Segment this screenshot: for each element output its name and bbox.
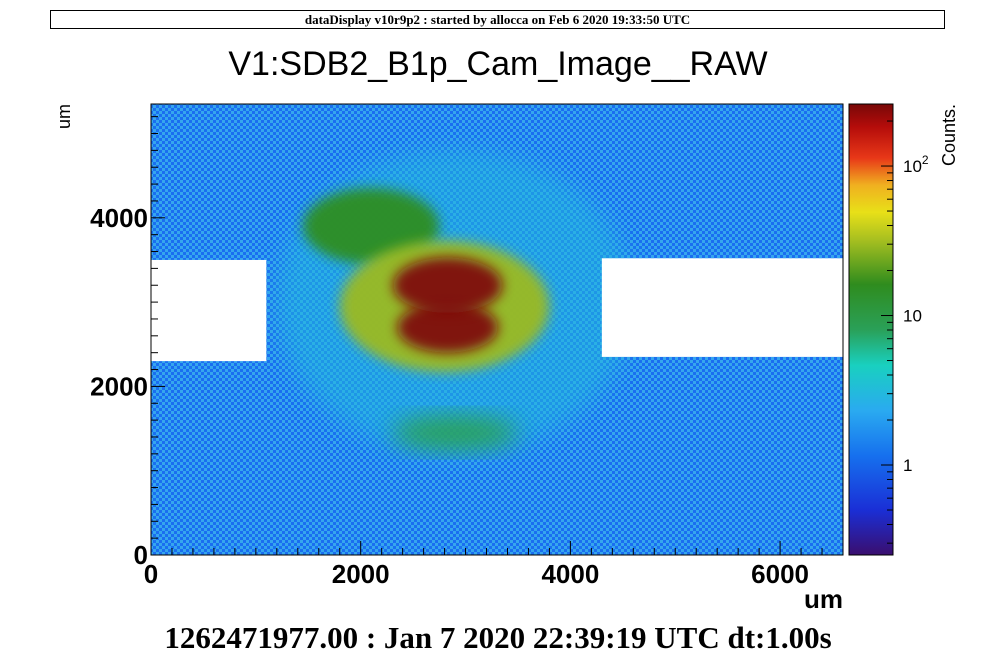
run-info-banner: dataDisplay v10r9p2 : started by allocca… [50,10,945,29]
y-axis: 0 2000 4000 [90,203,148,570]
y-tick-label: 0 [134,540,148,570]
saturated-regions [151,258,843,362]
z-tick-label: 10 [903,307,922,326]
y-tick-label: 2000 [90,371,148,401]
heatmap-intensity-layer [276,150,634,454]
axis-ticks [150,116,844,556]
feature-core-upper [393,257,503,314]
x-axis: 0 2000 4000 6000 [144,559,809,589]
x-tick-label: 2000 [332,559,390,589]
x-tick-label: 4000 [541,559,599,589]
color-scale-label: Counts. [939,104,959,166]
x-axis-label: um [804,584,843,614]
x-tick-label: 0 [144,559,158,589]
feature-arc-upper-left [303,188,440,265]
color-scale-ticks: 1 10 102 [881,120,929,544]
y-tick-label: 4000 [90,203,148,233]
timestamp-footer: 1262471977.00 : Jan 7 2020 22:39:19 UTC … [164,620,832,655]
z-tick-label: 102 [903,153,929,176]
y-axis-label: um [54,104,74,129]
color-scale-bar [848,103,894,556]
saturated-region-1 [151,259,267,362]
chart-title: V1:SDB2_B1p_Cam_Image__RAW [228,45,768,83]
heatmap-plot-area [151,104,843,555]
saturated-region-2 [601,258,843,357]
x-tick-label: 6000 [751,559,809,589]
feature-arc-lower [392,415,518,450]
feature-core-lower [397,302,499,353]
z-tick-label: 1 [903,456,912,475]
plot-frame [150,103,844,556]
